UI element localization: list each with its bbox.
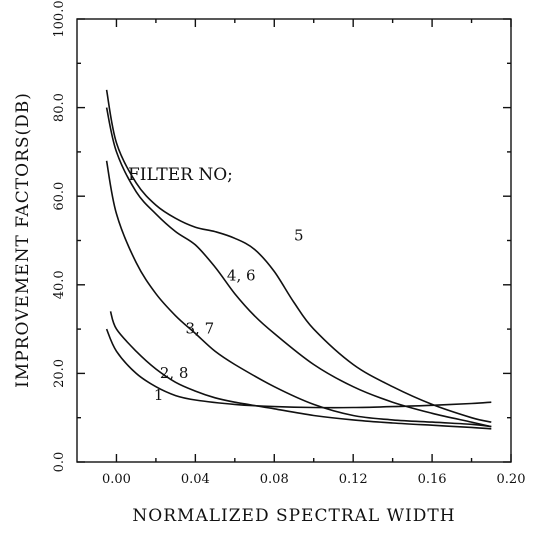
y-tick-labels: 0.0 20.0 40.0 60.0 80.0 100.0 (52, 0, 67, 472)
series-line-filter-2-8 (109, 311, 492, 430)
y-tick-label: 0.0 (52, 452, 67, 473)
curve-label: 5 (294, 227, 304, 245)
series-group (105, 89, 492, 430)
series-line-filter-1 (105, 328, 492, 409)
x-tick-label: 0.00 (102, 472, 131, 487)
curve-labels: 5 4, 6 3, 7 2, 8 1 (154, 227, 304, 404)
y-tick-label: 20.0 (52, 359, 67, 388)
axis-ticks (77, 18, 512, 463)
curve-label: 4, 6 (227, 266, 256, 284)
y-tick-label: 80.0 (52, 93, 67, 122)
y-tick-label: 100.0 (52, 0, 67, 37)
x-tick-label: 0.20 (497, 472, 526, 487)
x-axis-title: NORMALIZED SPECTRAL WIDTH (132, 506, 455, 526)
curve-label: 1 (154, 386, 164, 404)
x-tick-labels: 0.00 0.04 0.08 0.12 0.16 0.20 (102, 472, 525, 487)
series-line-filter-4-6 (105, 107, 492, 428)
series-line-filter-3-7 (105, 160, 492, 428)
curve-label: 3, 7 (186, 320, 215, 338)
x-tick-label: 0.16 (418, 472, 447, 487)
series-line-filter-5 (105, 89, 492, 423)
legend-title: FILTER NO; (128, 165, 233, 185)
x-tick-label: 0.04 (181, 472, 210, 487)
curve-label: 2, 8 (160, 364, 189, 382)
y-tick-label: 60.0 (52, 182, 67, 211)
y-axis-title: IMPROVEMENT FACTORS(DB) (13, 92, 33, 388)
x-tick-label: 0.08 (260, 472, 289, 487)
y-tick-label: 40.0 (52, 270, 67, 299)
x-tick-label: 0.12 (339, 472, 368, 487)
